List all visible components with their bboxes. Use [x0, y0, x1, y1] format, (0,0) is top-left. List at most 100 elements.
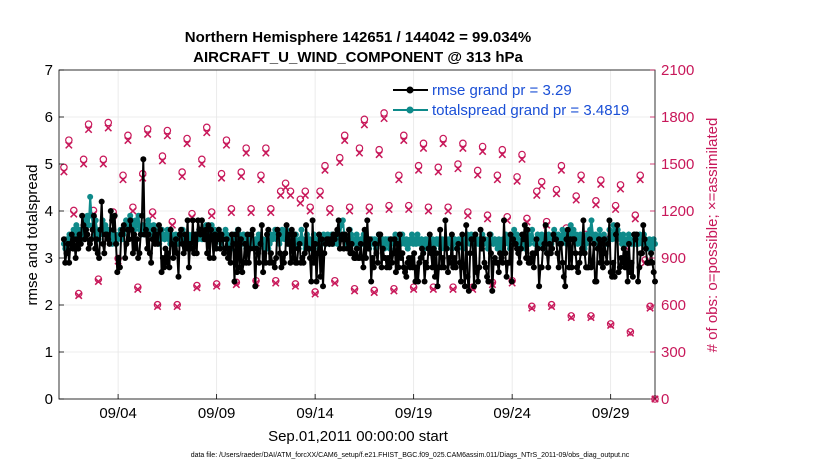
spread-point-256 [414, 231, 421, 238]
obs-point-72 [414, 161, 423, 174]
rmse-point-308 [461, 283, 468, 290]
rmse-point-99 [189, 217, 196, 224]
rmse-point-50 [126, 236, 133, 243]
rmse-point-426 [615, 269, 622, 276]
rmse-point-255 [392, 269, 399, 276]
rmse-point-39 [111, 212, 118, 219]
obs-point-79 [449, 283, 457, 294]
obs-point-117 [636, 171, 645, 184]
obs-point-86 [483, 211, 492, 223]
rmse-point-152 [258, 222, 265, 229]
rmse-point-276 [420, 250, 427, 257]
rmse-point-414 [599, 264, 606, 271]
rmse-point-382 [558, 240, 565, 247]
rmse-point-258 [396, 231, 403, 238]
spread-point-404 [618, 240, 625, 247]
rmse-point-291 [439, 255, 446, 261]
rmse-point-181 [296, 240, 303, 247]
rmse-point-279 [424, 264, 431, 271]
rmse-point-262 [402, 269, 409, 276]
rmse-point-249 [385, 255, 392, 261]
rmse-point-303 [455, 240, 462, 247]
rmse-point-139 [241, 240, 248, 247]
obs-point-5 [84, 120, 93, 134]
rmse-point-2 [63, 250, 70, 257]
obs-point-101 [557, 161, 566, 174]
rmse-point-7 [70, 245, 77, 252]
obs-point-66 [385, 201, 393, 214]
rmse-point-334 [495, 269, 502, 276]
y-tick-label-2: 2 [45, 297, 53, 314]
spread-point-262 [422, 236, 429, 243]
spread-point-312 [491, 236, 498, 243]
rmse-point-286 [433, 250, 440, 257]
obs-point-60 [355, 144, 364, 157]
rmse-point-18 [84, 231, 91, 238]
rmse-point-240 [373, 250, 380, 257]
rmse-point-123 [221, 250, 228, 257]
rmse-point-108 [201, 236, 208, 243]
x-axis-label: Sep.01,2011 00:00:00 start [268, 428, 449, 445]
spread-point-409 [625, 231, 632, 238]
rmse-point-38 [110, 226, 117, 233]
obs-point-24 [178, 168, 186, 181]
rmse-point-180 [295, 245, 302, 252]
rmse-point-442 [636, 264, 643, 271]
rmse-point-27 [96, 255, 103, 261]
x-tick-label-0: 09/04 [99, 405, 137, 422]
rmse-point-393 [572, 250, 579, 257]
rmse-point-134 [235, 226, 242, 233]
rmse-point-119 [215, 226, 222, 233]
rmse-point-188 [305, 245, 312, 252]
spread-point-367 [567, 222, 574, 229]
rmse-point-241 [374, 259, 381, 266]
spread-point-173 [299, 236, 306, 243]
obs-point-37 [242, 144, 250, 157]
rmse-point-434 [625, 240, 632, 247]
rmse-point-284 [430, 245, 437, 252]
rmse-point-192 [310, 259, 317, 266]
rmse-point-310 [464, 273, 471, 280]
obs-point-107 [587, 312, 595, 322]
obs-point-25 [183, 134, 191, 148]
rmse-point-428 [618, 255, 625, 261]
obs-point-28 [198, 155, 206, 168]
obs-point-68 [395, 171, 403, 184]
spread-point-259 [418, 236, 425, 243]
rmse-point-235 [366, 236, 373, 243]
legend-spread-marker [406, 106, 414, 114]
rmse-point-296 [446, 255, 453, 261]
rmse-point-445 [640, 222, 647, 229]
rmse-point-87 [174, 250, 181, 257]
rmse-point-425 [614, 222, 621, 229]
rmse-point-29 [98, 198, 105, 205]
y-axis-left: 0 1 2 3 4 5 6 7 [45, 62, 64, 408]
rmse-point-191 [309, 217, 316, 224]
rmse-point-114 [209, 236, 216, 243]
rmse-point-374 [547, 250, 554, 257]
rmse-point-175 [288, 226, 295, 233]
spread-point-373 [576, 236, 583, 243]
obs-point-46 [286, 187, 295, 200]
rmse-point-216 [342, 231, 349, 238]
legend-spread-label: totalspread grand pr = 3.4819 [432, 102, 629, 119]
rmse-point-272 [415, 278, 422, 285]
rmse-point-422 [610, 259, 617, 266]
obs-point-113 [616, 181, 625, 193]
rmse-point-63 [142, 226, 149, 233]
rmse-point-236 [368, 278, 375, 285]
obs-point-89 [498, 145, 507, 159]
rmse-point-45 [119, 226, 126, 233]
rmse-point-177 [291, 231, 298, 238]
rmse-point-30 [99, 240, 106, 247]
obs-point-32 [217, 169, 226, 182]
rmse-point-233 [364, 217, 371, 224]
rmse-point-261 [400, 264, 407, 271]
rmse-point-269 [411, 250, 418, 257]
rmse-point-399 [580, 217, 587, 224]
x-tick-label-4: 09/24 [493, 405, 531, 422]
rmse-point-71 [153, 231, 160, 238]
rmse-point-335 [497, 250, 504, 257]
rmse-point-5 [67, 240, 74, 247]
y-tick-label-0: 0 [45, 391, 53, 408]
